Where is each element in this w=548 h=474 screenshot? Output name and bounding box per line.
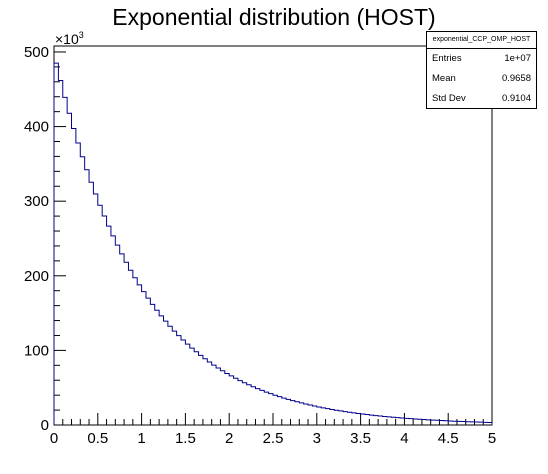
y-tick-label: 500 <box>24 44 49 61</box>
stats-mean-row: Mean 0.9658 <box>427 69 536 89</box>
x-tick-label: 2.5 <box>263 430 284 447</box>
y-tick-label: 400 <box>24 119 49 136</box>
x-tick-label: 0 <box>50 430 58 447</box>
y-multiplier-label: ×103 <box>55 30 84 47</box>
stats-mean-label: Mean <box>432 73 456 84</box>
x-tick-label: 3 <box>313 430 321 447</box>
y-multiplier-base: ×10 <box>55 31 79 47</box>
x-tick-label: 3.5 <box>350 430 371 447</box>
x-tick-label: 4 <box>400 430 408 447</box>
y-tick-label: 300 <box>24 193 49 210</box>
y-axis: 0 100 200 300 400 500 <box>24 44 66 434</box>
stats-stddev-row: Std Dev 0.9104 <box>427 89 536 109</box>
chart-title: Exponential distribution (HOST) <box>112 4 435 30</box>
x-tick-label: 0.5 <box>87 430 108 447</box>
x-tick-label: 2 <box>225 430 233 447</box>
x-tick-label: 4.5 <box>438 430 459 447</box>
x-tick-label: 1 <box>137 430 145 447</box>
y-tick-label: 200 <box>24 268 49 285</box>
y-tick-label: 0 <box>41 417 49 434</box>
stats-box-title: exponential_CCP_OMP_HOST <box>427 32 536 49</box>
x-tick-label: 5 <box>488 430 496 447</box>
histogram-line <box>53 62 493 425</box>
stats-entries-label: Entries <box>432 53 462 64</box>
x-axis: 0 0.5 1 1.5 2 2.5 3 3.5 4 4.5 5 <box>50 413 496 447</box>
stats-entries-row: Entries 1e+07 <box>427 49 536 69</box>
y-multiplier-exponent: 3 <box>79 30 84 40</box>
stats-entries-value: 1e+07 <box>504 53 531 64</box>
stats-stddev-label: Std Dev <box>432 93 466 104</box>
x-tick-label: 1.5 <box>175 430 196 447</box>
stats-stddev-value: 0.9104 <box>501 93 531 104</box>
stats-mean-value: 0.9658 <box>501 73 531 84</box>
stats-box: exponential_CCP_OMP_HOST Entries 1e+07 M… <box>426 31 537 109</box>
y-tick-label: 100 <box>24 342 49 359</box>
